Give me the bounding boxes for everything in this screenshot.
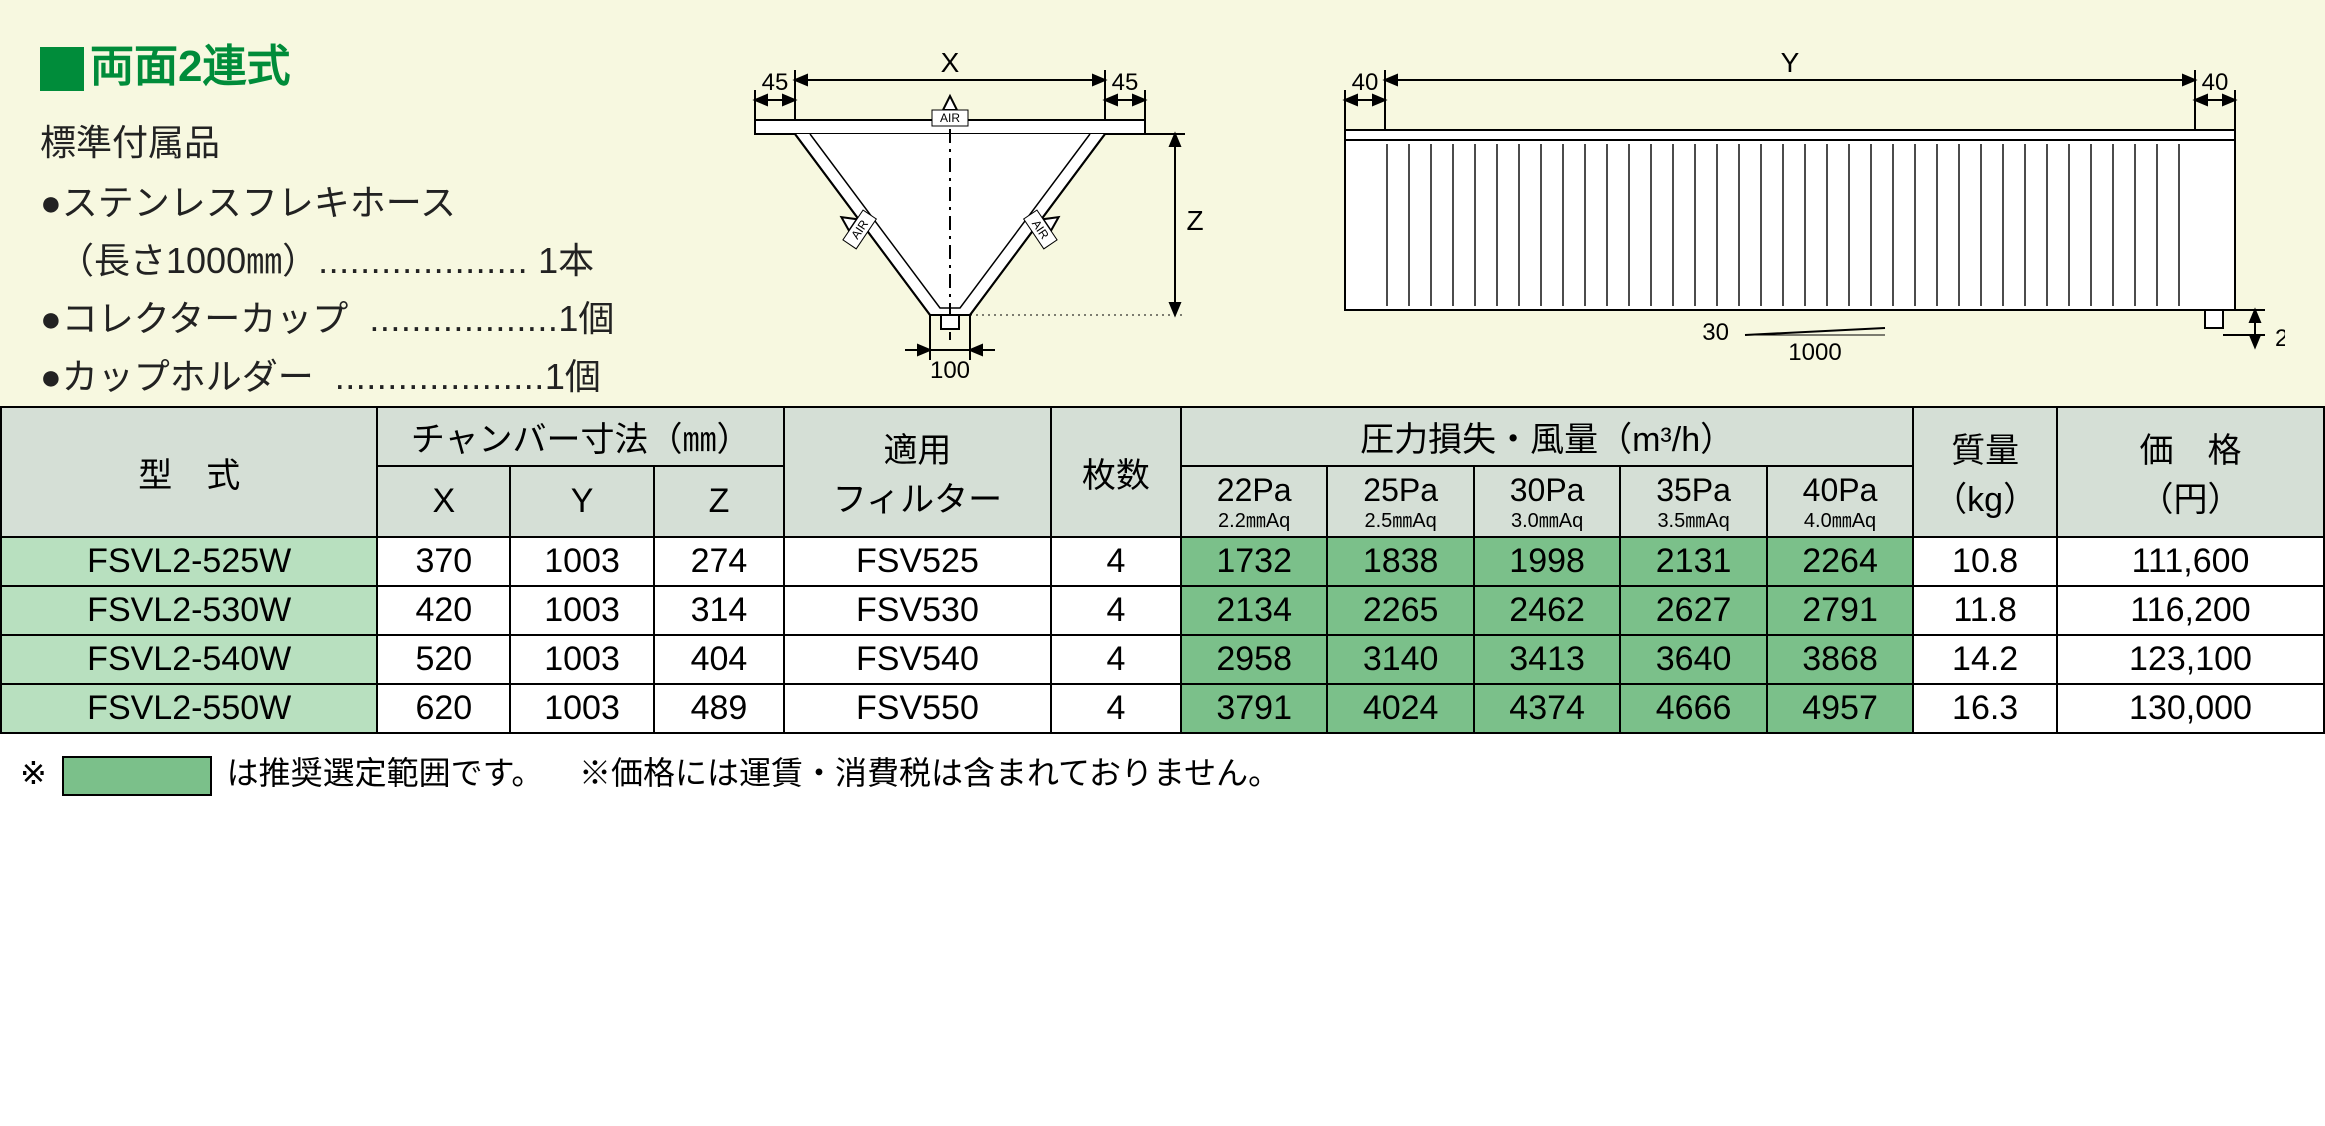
- header-z: Z: [654, 466, 784, 537]
- cell-flow: 2791: [1767, 586, 1913, 635]
- cell-filter: FSV550: [784, 684, 1051, 733]
- cell-flow: 3791: [1181, 684, 1327, 733]
- table-row: FSVL2-530W4201003314FSV53042134226524622…: [1, 586, 2324, 635]
- cell-price: 111,600: [2057, 537, 2324, 586]
- cell-flow: 2264: [1767, 537, 1913, 586]
- heading-square-icon: [40, 47, 84, 91]
- header-chamber: チャンバー寸法（㎜）: [377, 407, 784, 466]
- cell-flow: 2627: [1620, 586, 1766, 635]
- header-pa-1: 25Pa2.5㎜Aq: [1327, 466, 1473, 537]
- footnote-text1: は推奨選定範囲です。: [227, 755, 544, 791]
- document-root: 両面2連式 標準付属品 ●ステンレスフレキホース （長さ1000㎜）......…: [0, 0, 2325, 810]
- svg-text:AIR: AIR: [940, 111, 960, 125]
- cell-model: FSVL2-540W: [1, 635, 377, 684]
- svg-text:30: 30: [1702, 319, 1729, 346]
- dimension-diagram-icon: X 45 45: [685, 30, 2285, 390]
- header-mass: 質量 （kg）: [1913, 407, 2057, 537]
- header-pa-3: 35Pa3.5㎜Aq: [1620, 466, 1766, 537]
- cell-qty: 4: [1051, 635, 1181, 684]
- cell-qty: 4: [1051, 537, 1181, 586]
- cell-model: FSVL2-525W: [1, 537, 377, 586]
- header-pressure: 圧力損失・風量（m³/h）: [1181, 407, 1913, 466]
- cell-filter: FSV530: [784, 586, 1051, 635]
- cell-price: 130,000: [2057, 684, 2324, 733]
- cell-flow: 3140: [1327, 635, 1473, 684]
- cell-mass: 11.8: [1913, 586, 2057, 635]
- cell-flow: 4374: [1474, 684, 1620, 733]
- svg-text:40: 40: [1352, 69, 1379, 96]
- cell-z: 404: [654, 635, 784, 684]
- cell-flow: 1732: [1181, 537, 1327, 586]
- cell-y: 1003: [510, 586, 654, 635]
- recommended-swatch-icon: [62, 756, 212, 796]
- cell-filter: FSV525: [784, 537, 1051, 586]
- cell-flow: 2131: [1620, 537, 1766, 586]
- cell-mass: 16.3: [1913, 684, 2057, 733]
- svg-text:100: 100: [930, 357, 970, 384]
- cell-y: 1003: [510, 684, 654, 733]
- table-row: FSVL2-540W5201003404FSV54042958314034133…: [1, 635, 2324, 684]
- svg-text:X: X: [941, 47, 960, 78]
- table-body: FSVL2-525W3701003274FSV52541732183819982…: [1, 537, 2324, 733]
- cell-price: 123,100: [2057, 635, 2324, 684]
- svg-text:40: 40: [2202, 69, 2229, 96]
- cell-flow: 4024: [1327, 684, 1473, 733]
- table-row: FSVL2-550W6201003489FSV55043791402443744…: [1, 684, 2324, 733]
- header-pa-2: 30Pa3.0㎜Aq: [1474, 466, 1620, 537]
- table-header: 型 式 チャンバー寸法（㎜） 適用 フィルター 枚数 圧力損失・風量（m³/h）…: [1, 407, 2324, 537]
- svg-text:25: 25: [2275, 325, 2285, 352]
- cell-flow: 1838: [1327, 537, 1473, 586]
- svg-text:45: 45: [1112, 69, 1139, 96]
- cell-model: FSVL2-530W: [1, 586, 377, 635]
- cell-x: 620: [377, 684, 510, 733]
- table-row: FSVL2-525W3701003274FSV52541732183819982…: [1, 537, 2324, 586]
- svg-text:1000: 1000: [1788, 339, 1841, 366]
- cell-z: 274: [654, 537, 784, 586]
- svg-text:Z: Z: [1186, 205, 1203, 236]
- cell-flow: 3413: [1474, 635, 1620, 684]
- header-qty: 枚数: [1051, 407, 1181, 537]
- cell-z: 314: [654, 586, 784, 635]
- cell-flow: 2462: [1474, 586, 1620, 635]
- cell-qty: 4: [1051, 586, 1181, 635]
- header-x: X: [377, 466, 510, 537]
- diagram-area: X 45 45: [685, 30, 2285, 390]
- cell-qty: 4: [1051, 684, 1181, 733]
- header-price: 価 格 （円）: [2057, 407, 2324, 537]
- cell-x: 420: [377, 586, 510, 635]
- footnote: ※ は推奨選定範囲です。 ※価格には運賃・消費税は含まれておりません。: [0, 734, 2325, 810]
- cell-flow: 3640: [1620, 635, 1766, 684]
- header-filter: 適用 フィルター: [784, 407, 1051, 537]
- cell-flow: 1998: [1474, 537, 1620, 586]
- spec-table: 型 式 チャンバー寸法（㎜） 適用 フィルター 枚数 圧力損失・風量（m³/h）…: [0, 406, 2325, 734]
- svg-text:Y: Y: [1781, 47, 1800, 78]
- svg-text:45: 45: [762, 69, 789, 96]
- cell-flow: 2134: [1181, 586, 1327, 635]
- header-model: 型 式: [1, 407, 377, 537]
- heading-text: 両面2連式: [90, 42, 290, 91]
- cell-mass: 10.8: [1913, 537, 2057, 586]
- cell-z: 489: [654, 684, 784, 733]
- cell-filter: FSV540: [784, 635, 1051, 684]
- cell-x: 520: [377, 635, 510, 684]
- cell-flow: 2958: [1181, 635, 1327, 684]
- header-pa-0: 22Pa2.2㎜Aq: [1181, 466, 1327, 537]
- cell-flow: 4957: [1767, 684, 1913, 733]
- footnote-prefix: ※: [20, 755, 47, 791]
- cell-price: 116,200: [2057, 586, 2324, 635]
- cell-model: FSVL2-550W: [1, 684, 377, 733]
- header-pa-4: 40Pa4.0㎜Aq: [1767, 466, 1913, 537]
- cell-flow: 2265: [1327, 586, 1473, 635]
- upper-section: 両面2連式 標準付属品 ●ステンレスフレキホース （長さ1000㎜）......…: [0, 0, 2325, 406]
- cell-x: 370: [377, 537, 510, 586]
- footnote-text2: ※価格には運賃・消費税は含まれておりません。: [579, 755, 1280, 791]
- cell-mass: 14.2: [1913, 635, 2057, 684]
- header-y: Y: [510, 466, 654, 537]
- cell-flow: 4666: [1620, 684, 1766, 733]
- cell-flow: 3868: [1767, 635, 1913, 684]
- cell-y: 1003: [510, 537, 654, 586]
- cell-y: 1003: [510, 635, 654, 684]
